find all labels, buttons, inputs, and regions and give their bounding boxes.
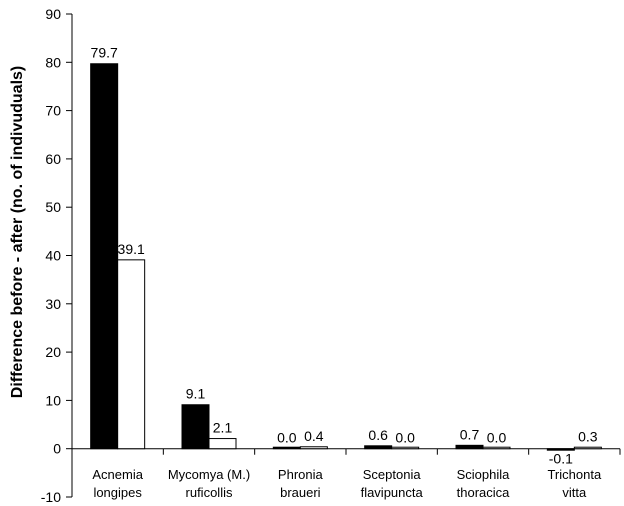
data-label: 0.3 bbox=[578, 428, 598, 444]
bar bbox=[573, 446, 602, 450]
y-tick-label: 10 bbox=[45, 392, 61, 408]
y-tick-label: 90 bbox=[45, 6, 61, 22]
x-category-label: longipes bbox=[93, 485, 142, 500]
y-tick-label: 60 bbox=[45, 151, 61, 167]
bar bbox=[364, 445, 393, 450]
x-category-label: Mycomya (M.) bbox=[168, 467, 250, 482]
y-tick-label: 40 bbox=[45, 248, 61, 264]
bar bbox=[482, 446, 511, 450]
data-label: 0.0 bbox=[487, 430, 507, 446]
data-label: 0.0 bbox=[277, 430, 297, 446]
y-tick-label: -10 bbox=[41, 489, 61, 505]
bar bbox=[546, 448, 575, 451]
x-category-label: Phronia bbox=[278, 467, 324, 482]
bar bbox=[272, 446, 301, 450]
data-label: 39.1 bbox=[118, 241, 145, 257]
y-tick-label: 50 bbox=[45, 199, 61, 215]
bar bbox=[117, 259, 146, 450]
y-tick-label: 0 bbox=[53, 441, 61, 457]
data-label: 9.1 bbox=[186, 386, 206, 402]
data-label: 0.4 bbox=[304, 428, 324, 444]
x-category-label: Trichonta bbox=[547, 467, 601, 482]
x-category-label: ruficollis bbox=[186, 485, 233, 500]
bar bbox=[391, 446, 420, 450]
bar bbox=[299, 446, 328, 450]
bar bbox=[455, 444, 484, 450]
data-label: -0.1 bbox=[549, 451, 573, 467]
plot-area: -10 0 10 20 30 40 50 60 70 80 90 79.7 39.1 Acnemia lon… bbox=[41, 6, 621, 505]
data-label: 79.7 bbox=[91, 45, 118, 61]
x-category-label: Sceptonia bbox=[363, 467, 422, 482]
y-axis-title: Difference before - after (no. of indivu… bbox=[9, 66, 26, 398]
y-tick-label: 70 bbox=[45, 103, 61, 119]
x-category-label: flavipuncta bbox=[361, 485, 424, 500]
data-label: 2.1 bbox=[213, 420, 233, 436]
bar bbox=[181, 404, 210, 450]
x-category-label: Sciophila bbox=[457, 467, 511, 482]
data-label: 0.7 bbox=[460, 426, 480, 442]
bar bbox=[90, 63, 119, 450]
x-category-label: braueri bbox=[280, 485, 321, 500]
y-tick-label: 80 bbox=[45, 54, 61, 70]
y-tick-label: 20 bbox=[45, 344, 61, 360]
y-tick-label: 30 bbox=[45, 296, 61, 312]
bar bbox=[208, 438, 237, 450]
x-category-label: thoracica bbox=[457, 485, 511, 500]
data-label: 0.0 bbox=[395, 430, 415, 446]
data-label: 0.6 bbox=[368, 427, 388, 443]
x-category-label: vitta bbox=[562, 485, 587, 500]
x-category-label: Acnemia bbox=[92, 467, 143, 482]
